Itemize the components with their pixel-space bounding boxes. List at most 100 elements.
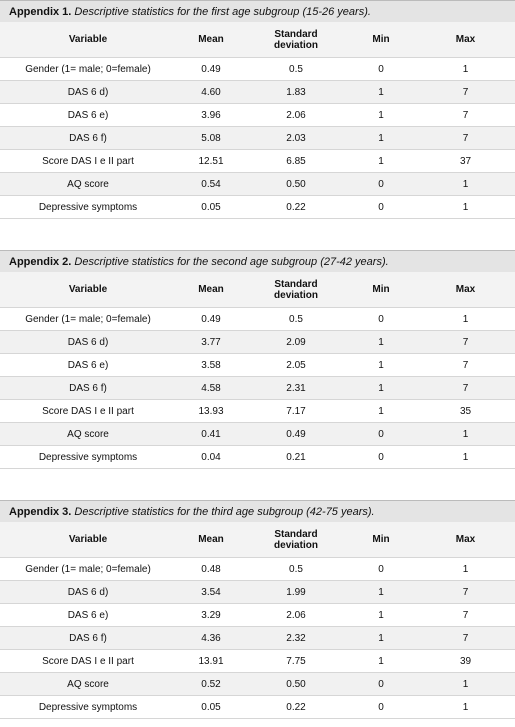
table-cell: 2.05 xyxy=(286,359,306,371)
table-cell: Depressive symptoms xyxy=(38,201,138,213)
table-cell: 2.03 xyxy=(286,132,306,144)
table-cell: DAS 6 f) xyxy=(69,132,107,144)
table-cell: 0.54 xyxy=(201,178,221,190)
table-cell: Gender (1= male; 0=female) xyxy=(25,63,151,75)
table-cell: 0.49 xyxy=(201,63,221,75)
table-row: Score DAS I e II part 13.91 7.75 1 39 xyxy=(0,650,515,673)
caption-text: Descriptive statistics for the first age… xyxy=(74,6,371,18)
table-cell: Depressive symptoms xyxy=(38,451,138,463)
table-cell: 0.22 xyxy=(286,701,306,713)
appendix-table: Appendix 2. Descriptive statistics for t… xyxy=(0,250,515,469)
table-cell: 7 xyxy=(462,336,469,348)
table-cell: Gender (1= male; 0=female) xyxy=(25,563,151,575)
table-cell: 1 xyxy=(378,109,384,121)
table-cell: 3.77 xyxy=(201,336,221,348)
table-cell: Gender (1= male; 0=female) xyxy=(25,313,151,325)
table-cell: AQ score xyxy=(67,678,109,690)
caption-text: Descriptive statistics for the third age… xyxy=(74,506,375,518)
table-row: DAS 6 d) 3.77 2.09 1 7 xyxy=(0,331,515,354)
table-cell: 7 xyxy=(462,382,469,394)
table-cell: Score DAS I e II part xyxy=(42,655,134,667)
table-cell: 7 xyxy=(462,132,469,144)
table-cell: 1.99 xyxy=(286,586,306,598)
header-cell: Max xyxy=(455,284,476,295)
table-cell: 1 xyxy=(378,86,384,98)
table-cell: 2.09 xyxy=(286,336,306,348)
table-cell: 7 xyxy=(462,586,469,598)
table-cell: 1 xyxy=(378,359,384,371)
table-cell: DAS 6 e) xyxy=(67,609,109,621)
table-cell: 1 xyxy=(462,678,469,690)
table-row: Gender (1= male; 0=female) 0.49 0.5 0 1 xyxy=(0,308,515,331)
table-cell: 1 xyxy=(462,313,469,325)
table-cell: 1 xyxy=(462,201,469,213)
caption-label: Appendix 3. xyxy=(9,506,72,518)
table-cell: DAS 6 f) xyxy=(69,632,107,644)
header-cell: Min xyxy=(372,534,390,545)
table-cell: DAS 6 e) xyxy=(67,359,109,371)
table-cell: 1 xyxy=(462,701,469,713)
table-cell: 0 xyxy=(378,178,384,190)
table-caption: Appendix 3. Descriptive statistics for t… xyxy=(0,500,515,522)
table-cell: Score DAS I e II part xyxy=(42,405,134,417)
table-cell: 1 xyxy=(378,609,384,621)
table-cell: 2.32 xyxy=(286,632,306,644)
table-cell: 0.5 xyxy=(289,563,303,575)
table-cell: 0 xyxy=(378,201,384,213)
table-cell: 13.91 xyxy=(198,655,224,667)
table-cell: 1 xyxy=(378,155,384,167)
header-cell: Min xyxy=(372,284,390,295)
table-cell: 3.54 xyxy=(201,586,221,598)
header-cell: Max xyxy=(455,534,476,545)
table-row: DAS 6 f) 4.58 2.31 1 7 xyxy=(0,377,515,400)
table-caption: Appendix 1. Descriptive statistics for t… xyxy=(0,0,515,22)
table-cell: 1 xyxy=(378,632,384,644)
table-cell: 0 xyxy=(378,701,384,713)
table-cell: 1 xyxy=(462,563,469,575)
table-cell: 1 xyxy=(378,336,384,348)
table-cell: 3.58 xyxy=(201,359,221,371)
table-row: Depressive symptoms 0.05 0.22 0 1 xyxy=(0,696,515,719)
table-cell: 1 xyxy=(462,451,469,463)
table-cell: 0 xyxy=(378,563,384,575)
table-row: DAS 6 e) 3.58 2.05 1 7 xyxy=(0,354,515,377)
table-cell: 7 xyxy=(462,86,469,98)
table-caption: Appendix 2. Descriptive statistics for t… xyxy=(0,250,515,272)
table-cell: 1 xyxy=(378,655,384,667)
table-cell: 7.17 xyxy=(286,405,306,417)
table-cell: 2.31 xyxy=(286,382,306,394)
table-cell: 0.5 xyxy=(289,63,303,75)
caption-label: Appendix 2. xyxy=(9,256,72,268)
caption-text: Descriptive statistics for the second ag… xyxy=(74,256,389,268)
header-cell: Standard deviation xyxy=(274,528,318,551)
header-cell: Standard deviation xyxy=(274,28,318,51)
table-cell: 4.60 xyxy=(201,86,221,98)
header-cell: Min xyxy=(372,34,390,45)
header-row: Variable Mean Standard deviation Min Max xyxy=(0,522,515,558)
table-cell: 0 xyxy=(378,678,384,690)
table-cell: 3.29 xyxy=(201,609,221,621)
table-cell: 1 xyxy=(462,63,469,75)
header-row: Variable Mean Standard deviation Min Max xyxy=(0,22,515,58)
table-row: Score DAS I e II part 12.51 6.85 1 37 xyxy=(0,150,515,173)
table-cell: 5.08 xyxy=(201,132,221,144)
appendix-table: Appendix 3. Descriptive statistics for t… xyxy=(0,500,515,719)
table-cell: 4.36 xyxy=(201,632,221,644)
table-row: DAS 6 d) 3.54 1.99 1 7 xyxy=(0,581,515,604)
table-cell: AQ score xyxy=(67,428,109,440)
table-cell: 2.06 xyxy=(286,109,306,121)
appendix-table: Appendix 1. Descriptive statistics for t… xyxy=(0,0,515,219)
table-cell: DAS 6 e) xyxy=(67,109,109,121)
table-cell: 1.83 xyxy=(286,86,306,98)
table-cell: 1 xyxy=(462,178,469,190)
table-cell: 6.85 xyxy=(286,155,306,167)
table-cell: 0 xyxy=(378,428,384,440)
table-cell: 0.21 xyxy=(286,451,306,463)
table-row: Score DAS I e II part 13.93 7.17 1 35 xyxy=(0,400,515,423)
table-row: DAS 6 e) 3.96 2.06 1 7 xyxy=(0,104,515,127)
table-cell: 1 xyxy=(378,132,384,144)
table-row: DAS 6 e) 3.29 2.06 1 7 xyxy=(0,604,515,627)
table-cell: 0 xyxy=(378,313,384,325)
table-row: DAS 6 f) 4.36 2.32 1 7 xyxy=(0,627,515,650)
